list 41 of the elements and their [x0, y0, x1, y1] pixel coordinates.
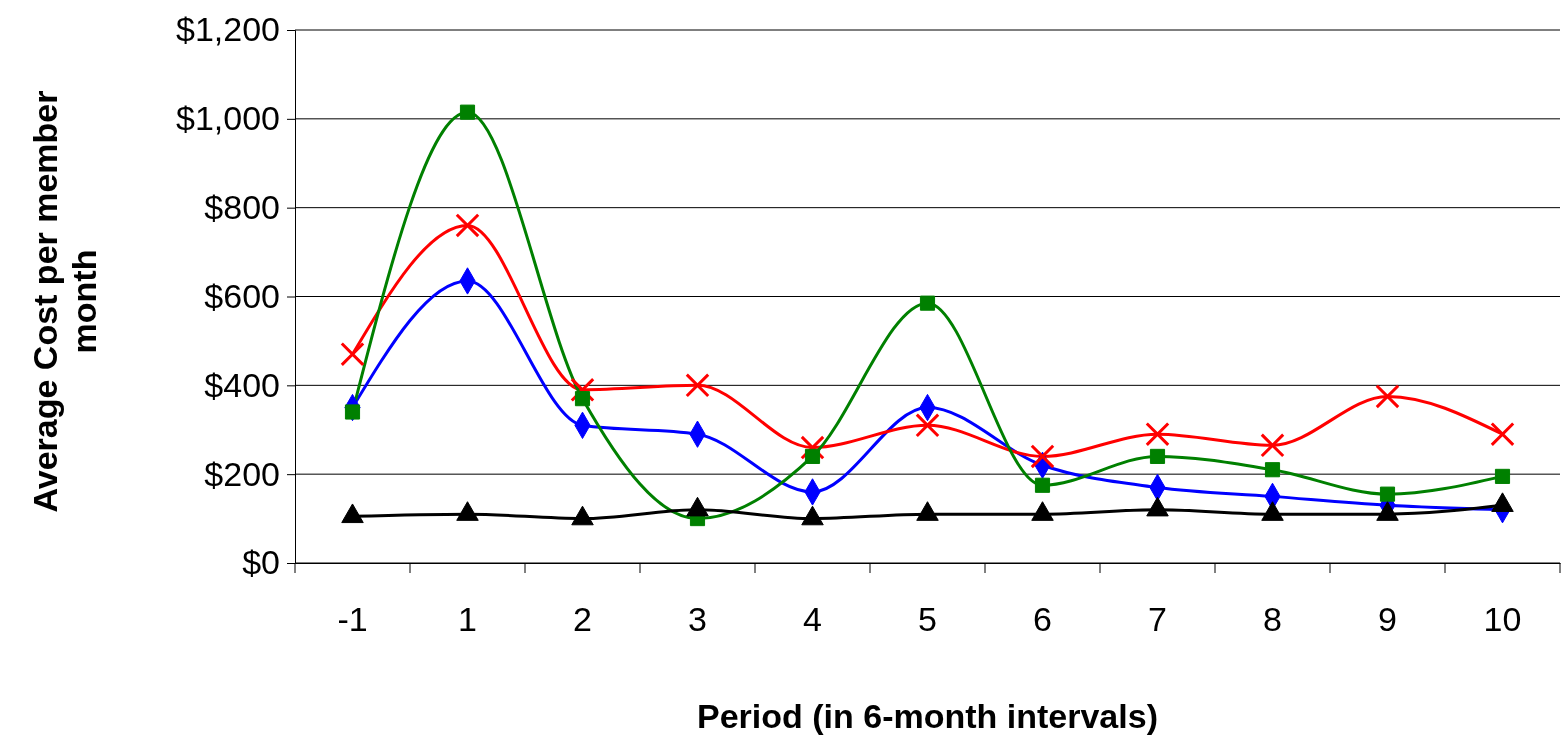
- point: [459, 104, 476, 120]
- point: [800, 435, 825, 460]
- x-tick-label: -1: [337, 599, 368, 638]
- point: [1379, 486, 1396, 502]
- y-tick-label: $600: [204, 276, 280, 315]
- x-tick-label: 7: [1148, 599, 1167, 638]
- point: [455, 213, 480, 238]
- y-tick-label: $1,000: [176, 99, 280, 138]
- point: [1145, 422, 1170, 447]
- x-tick-label: 9: [1378, 599, 1397, 638]
- point: [570, 377, 595, 402]
- x-tick-label: 2: [573, 599, 592, 638]
- x-axis-title: Period (in 6-month intervals): [697, 697, 1158, 735]
- point: [915, 413, 940, 438]
- x-tick-label: 4: [803, 599, 822, 638]
- y-tick-label: $400: [204, 365, 280, 404]
- point: [1034, 477, 1051, 493]
- point: [1494, 468, 1511, 484]
- x-tick-label: 1: [458, 599, 477, 638]
- point: [1030, 444, 1055, 469]
- y-tick-label: $1,200: [176, 10, 280, 49]
- point: [344, 404, 361, 420]
- x-tick-label: 10: [1483, 599, 1522, 638]
- x-tick-label: 5: [918, 599, 937, 638]
- point: [340, 342, 365, 367]
- y-tick-label: $0: [242, 543, 280, 582]
- x-tick-label: 8: [1263, 599, 1282, 638]
- y-axis-title: Average Cost per member month: [25, 90, 103, 513]
- point: [804, 448, 821, 464]
- y-tick-label: $800: [204, 188, 280, 227]
- point: [1375, 384, 1400, 409]
- point: [919, 295, 936, 311]
- point: [1149, 448, 1166, 464]
- point: [1490, 422, 1515, 447]
- point: [1264, 462, 1281, 478]
- point: [685, 373, 710, 398]
- y-tick-label: $200: [204, 454, 280, 493]
- x-tick-label: 6: [1033, 599, 1052, 638]
- x-tick-label: 3: [688, 599, 707, 638]
- point: [1260, 433, 1285, 458]
- point: [574, 391, 591, 407]
